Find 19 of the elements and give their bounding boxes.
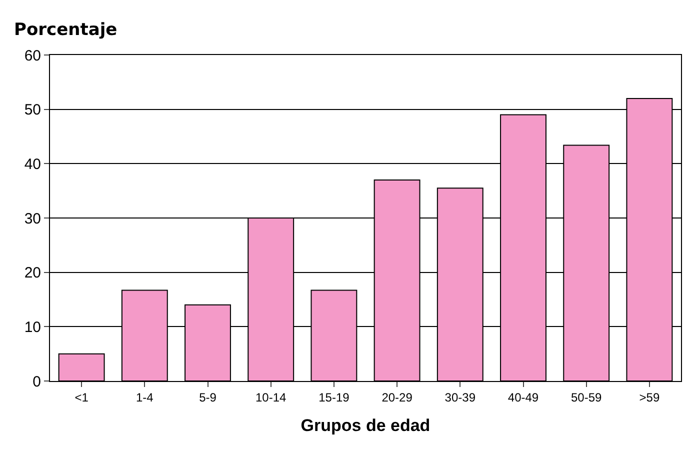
- y-tick-label: 0: [32, 373, 41, 390]
- x-tick-label: 1-4: [136, 390, 154, 404]
- y-tick-label: 40: [24, 156, 41, 173]
- x-tick-label: <1: [74, 390, 89, 404]
- y-tick-label: 10: [24, 318, 41, 336]
- x-tick-label: 5-9: [199, 390, 217, 404]
- x-axis-title: Grupos de edad: [300, 416, 430, 435]
- x-tick-label: >59: [639, 390, 660, 404]
- x-tick-label: 40-49: [508, 390, 539, 404]
- y-tick-label: 60: [24, 47, 41, 64]
- y-axis-title: Porcentaje: [14, 20, 118, 40]
- x-tick-label: 20-29: [382, 390, 413, 404]
- x-tick-label: 10-14: [256, 390, 287, 404]
- x-tick-label: 50-59: [571, 390, 602, 404]
- y-tick-label: 20: [24, 264, 41, 282]
- x-tick-label: 15-19: [318, 390, 350, 404]
- y-tick-label: 30: [24, 210, 41, 228]
- y-tick-label: 50: [24, 102, 41, 119]
- x-tick-label: 30-39: [444, 390, 476, 404]
